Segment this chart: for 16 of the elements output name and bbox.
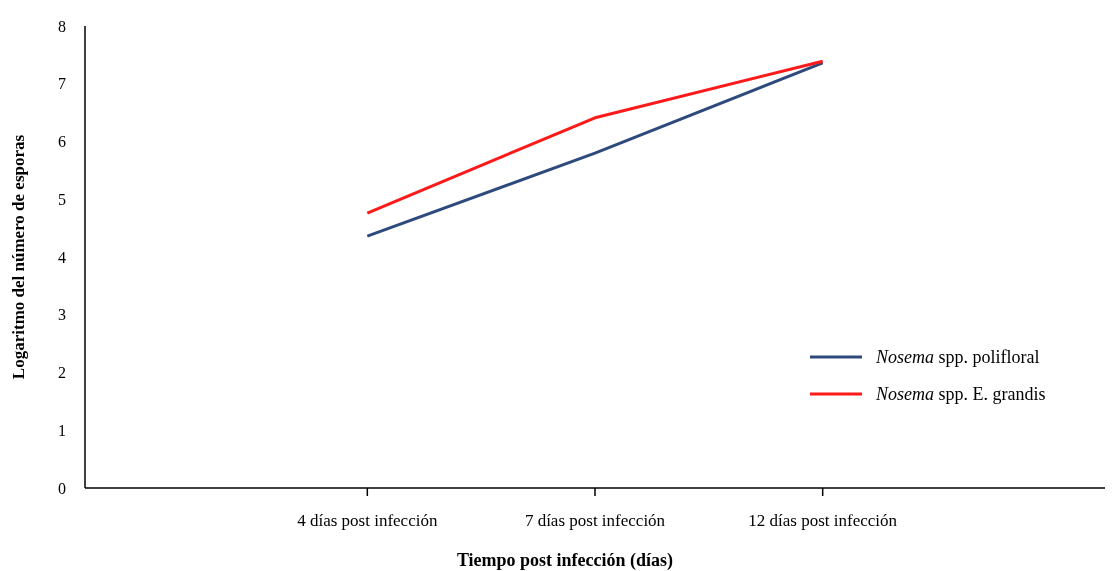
- x-axis-title: Tiempo post infección (días): [456, 550, 674, 571]
- y-tick-label: 0: [58, 479, 66, 497]
- x-tick-label: 7 días post infección: [524, 511, 666, 530]
- y-tick-label: 2: [58, 364, 66, 382]
- legend-label: Nosema spp. E. grandis: [875, 384, 1046, 405]
- y-tick-label: 1: [58, 421, 66, 439]
- y-tick-label: 8: [58, 17, 66, 35]
- y-tick-label: 7: [58, 75, 66, 93]
- legend-label: Nosema spp. polifloral: [875, 347, 1040, 368]
- y-tick-label: 6: [58, 133, 66, 151]
- x-tick-label: 12 días post infección: [748, 511, 898, 530]
- y-tick-label: 3: [58, 306, 66, 324]
- y-tick-label: 4: [58, 248, 66, 266]
- x-tick-label: 4 días post infección: [297, 511, 438, 530]
- y-tick-label: 5: [58, 190, 66, 208]
- y-axis-title: Logaritmo del número de esporas: [9, 134, 28, 380]
